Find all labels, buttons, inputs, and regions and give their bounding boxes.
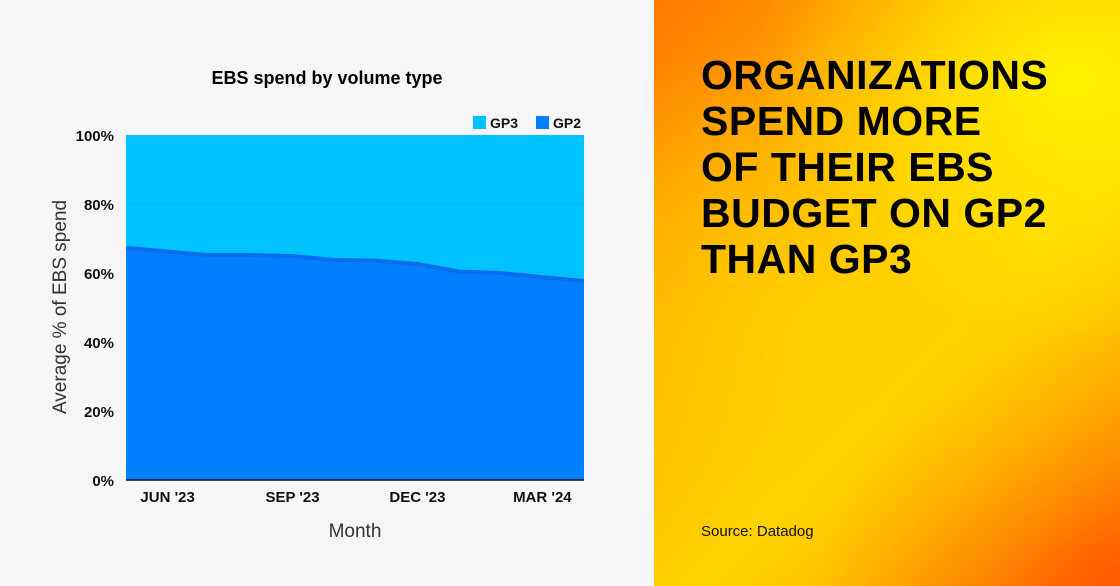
y-axis: 0% 20% 40% 60% 80% 100% bbox=[76, 128, 114, 490]
area-gp3 bbox=[126, 135, 584, 281]
x-tick-label: SEP '23 bbox=[265, 489, 319, 506]
source-note: Source: Datadog bbox=[701, 523, 814, 540]
legend: GP3 GP2 bbox=[473, 115, 581, 131]
y-tick-label: 40% bbox=[84, 335, 114, 352]
x-tick-label: DEC '23 bbox=[389, 489, 445, 506]
x-axis-label: Month bbox=[329, 521, 382, 542]
headline-panel: ORGANIZATIONS SPEND MORE OF THEIR EBS BU… bbox=[654, 0, 1120, 586]
legend-label-gp2: GP2 bbox=[553, 115, 581, 131]
chart: EBS spend by volume type 0% 20% 40% 60% 80% 1… bbox=[50, 68, 585, 542]
x-axis: JUN '23 SEP '23 DEC '23 MAR '24 bbox=[140, 489, 572, 506]
y-tick-label: 20% bbox=[84, 404, 114, 421]
y-tick-label: 0% bbox=[92, 473, 114, 490]
y-tick-label: 80% bbox=[84, 197, 114, 214]
y-tick-label: 60% bbox=[84, 266, 114, 283]
area-gp2 bbox=[126, 247, 584, 480]
headline: ORGANIZATIONS SPEND MORE OF THEIR EBS BU… bbox=[701, 52, 1049, 282]
x-tick-label: MAR '24 bbox=[513, 489, 572, 506]
legend-swatch-gp2 bbox=[536, 116, 549, 129]
plot-area bbox=[125, 135, 585, 481]
legend-label-gp3: GP3 bbox=[490, 115, 518, 131]
legend-swatch-gp3 bbox=[473, 116, 486, 129]
x-tick-label: JUN '23 bbox=[140, 489, 194, 506]
line-gp2 bbox=[125, 245, 585, 283]
y-tick-label: 100% bbox=[76, 128, 114, 145]
chart-panel: EBS spend by volume type 0% 20% 40% 60% 80% 1… bbox=[50, 68, 585, 542]
y-axis-label: Average % of EBS spend bbox=[50, 200, 71, 414]
chart-title: EBS spend by volume type bbox=[211, 68, 442, 88]
